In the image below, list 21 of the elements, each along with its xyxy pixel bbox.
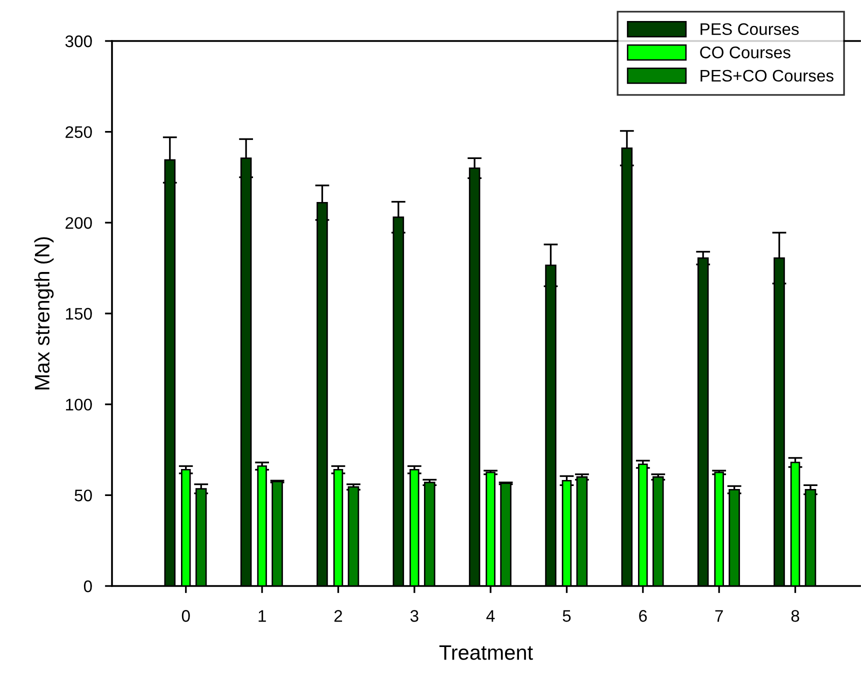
y-axis-title: Max strength (N) — [34, 237, 54, 390]
x-tick-label: 2 — [334, 610, 342, 622]
x-tick-label: 4 — [486, 610, 495, 622]
x-tick-label: 0 — [182, 610, 190, 622]
x-tick-label: 6 — [639, 610, 647, 622]
y-tick-label: 150 — [66, 308, 92, 320]
y-tick-label: 50 — [74, 490, 92, 502]
x-tick-label: 7 — [715, 610, 723, 622]
x-axis-title: Treatment — [439, 645, 533, 660]
y-tick-label: 300 — [65, 35, 92, 48]
legend-label: PES+CO Courses — [700, 70, 834, 82]
legend-label: CO Courses — [700, 46, 790, 58]
x-tick-label: 1 — [258, 610, 266, 622]
y-tick-label: 0 — [84, 580, 92, 592]
x-tick-label: 8 — [791, 610, 800, 622]
legend-label: PES Courses — [700, 23, 799, 36]
y-tick-label: 250 — [66, 126, 92, 138]
x-tick-label: 5 — [562, 610, 571, 622]
y-tick-label: 200 — [66, 217, 92, 229]
x-tick-label: 3 — [410, 610, 418, 622]
y-tick-label: 100 — [66, 398, 92, 411]
